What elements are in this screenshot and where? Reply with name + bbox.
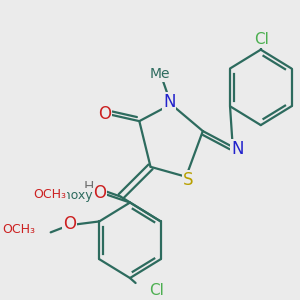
Text: O: O: [63, 215, 76, 233]
Text: O: O: [94, 184, 106, 202]
Text: O: O: [98, 105, 111, 123]
Text: Cl: Cl: [254, 32, 269, 47]
Text: Cl: Cl: [149, 284, 164, 298]
Text: Me: Me: [150, 68, 170, 82]
Text: methoxy: methoxy: [67, 184, 127, 199]
Text: OCH₃: OCH₃: [34, 188, 67, 201]
Text: S: S: [183, 171, 193, 189]
Text: N: N: [163, 93, 175, 111]
Text: N: N: [231, 140, 244, 158]
Text: OCH₃: OCH₃: [3, 223, 36, 236]
Text: H: H: [84, 180, 94, 194]
Text: methoxy: methoxy: [39, 189, 94, 202]
